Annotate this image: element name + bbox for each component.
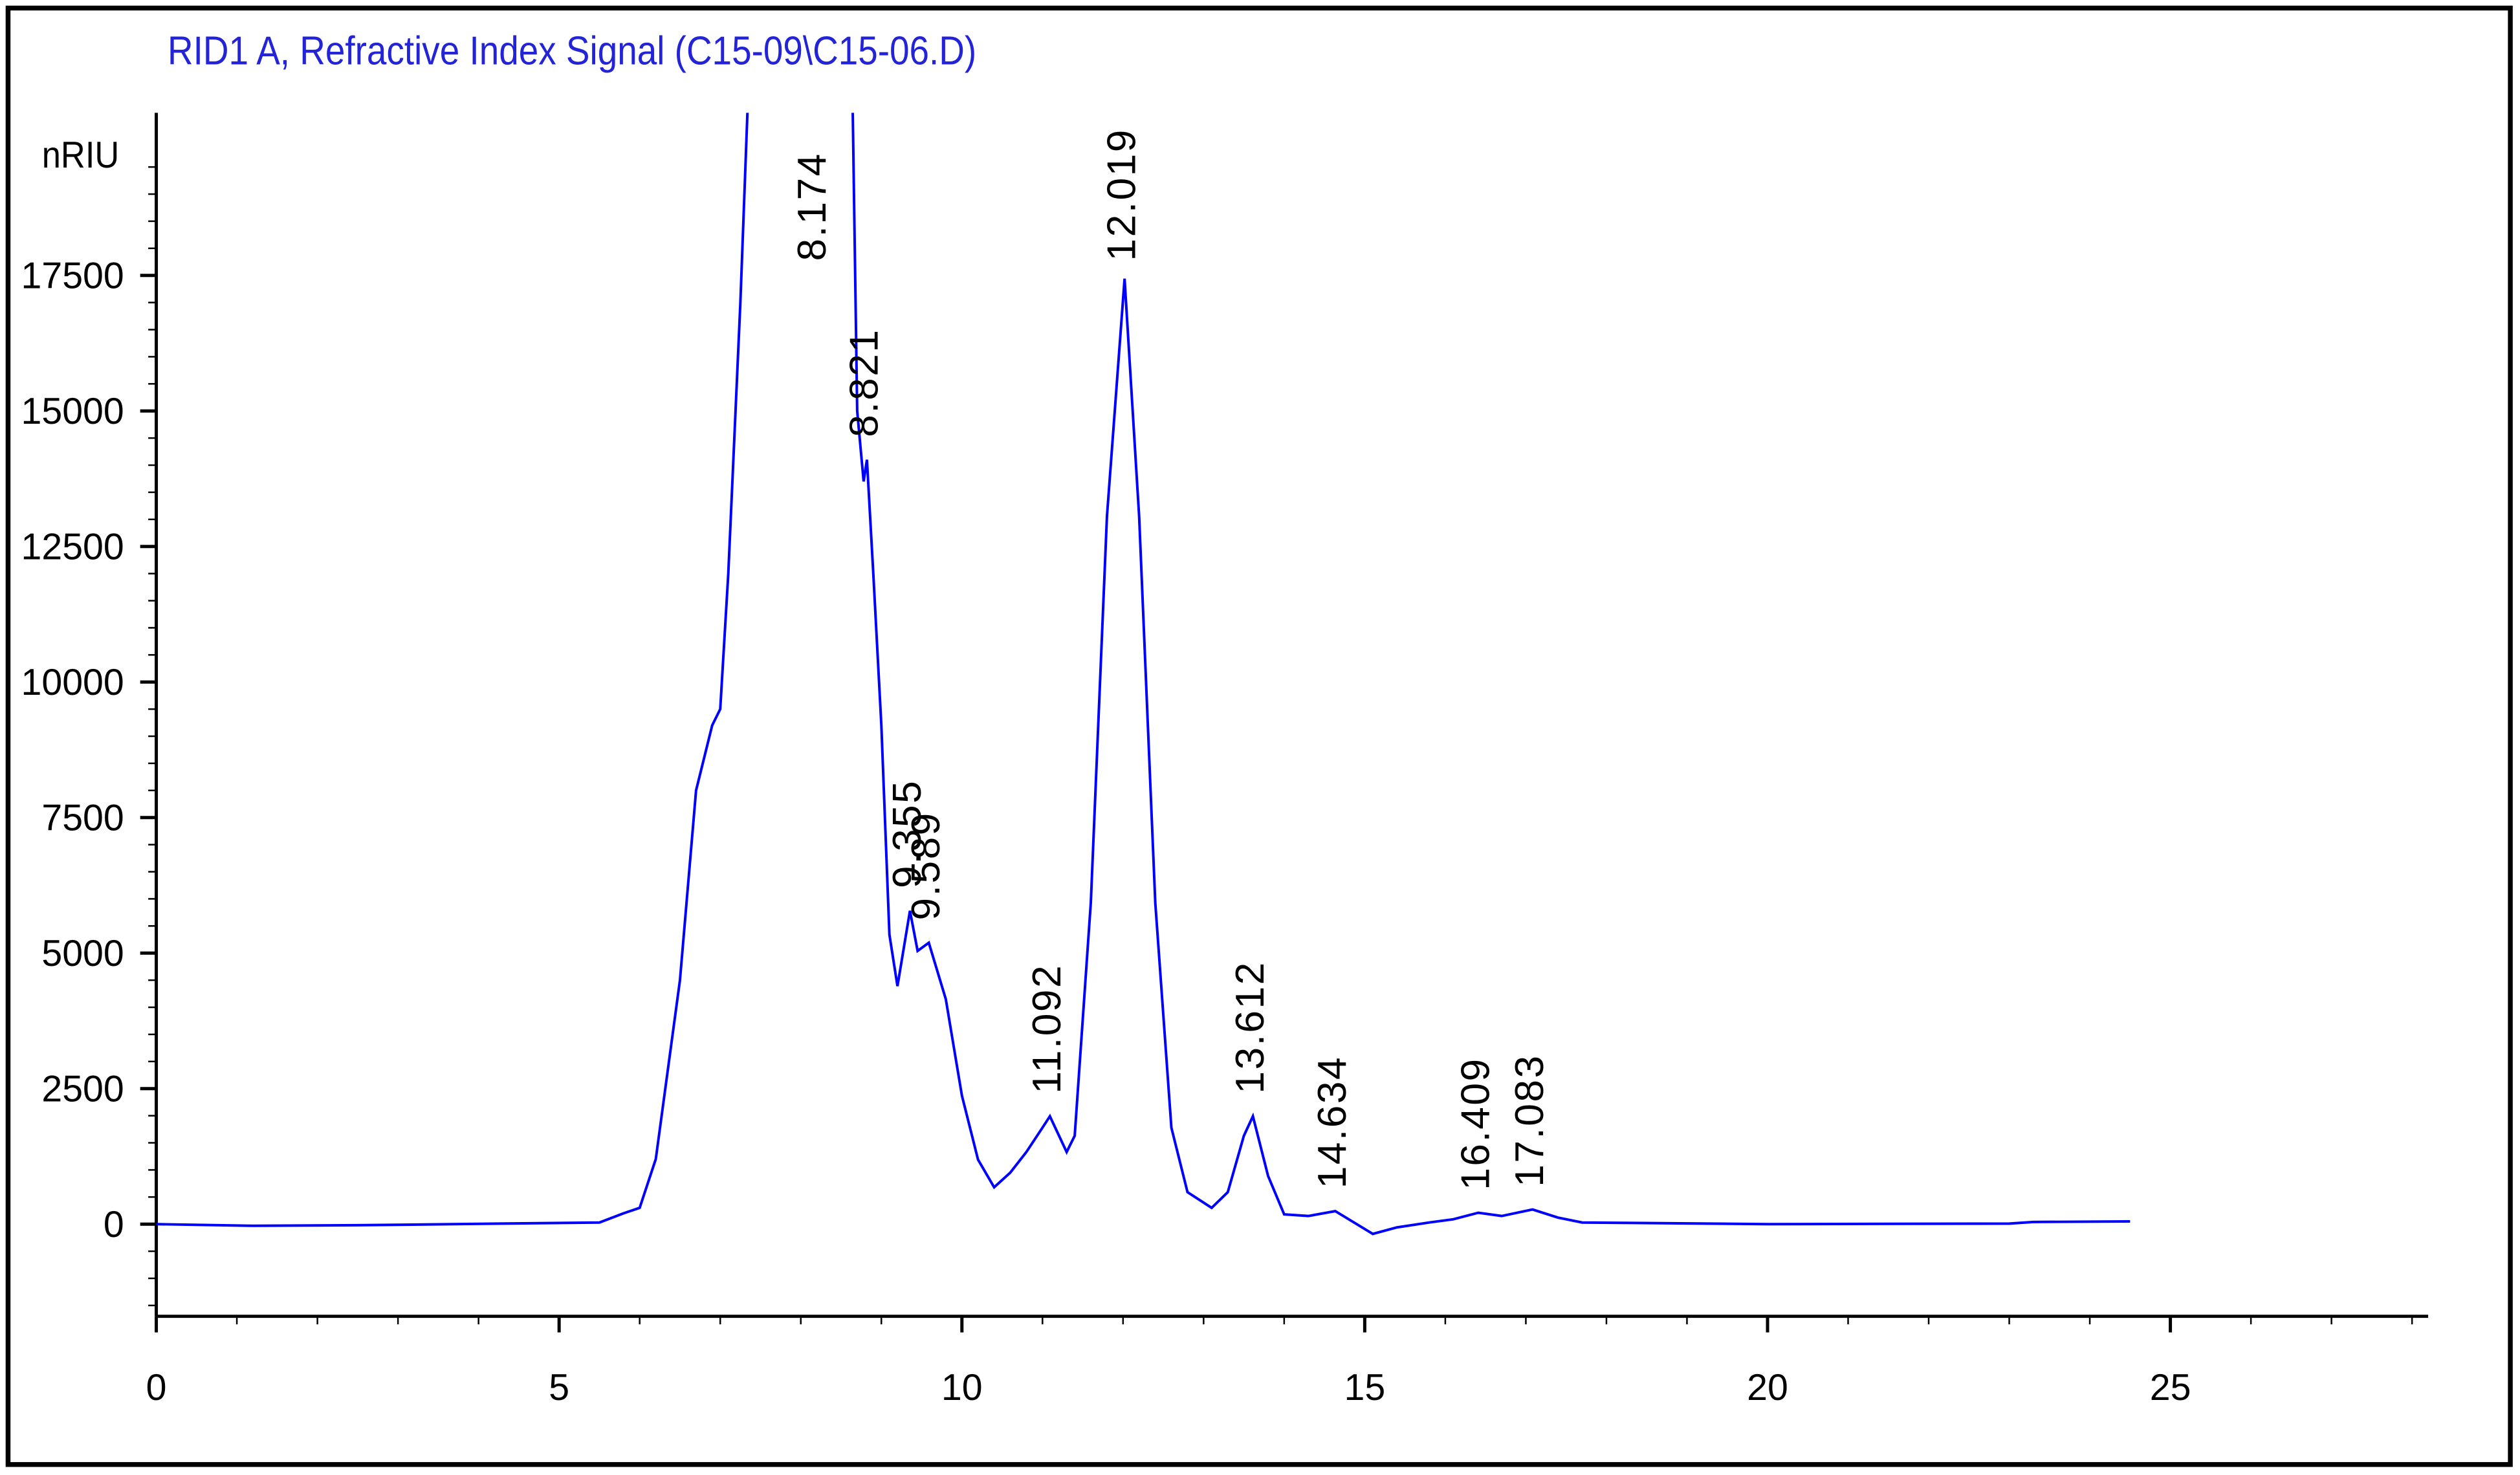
y-tick-label: 5000 (41, 933, 124, 974)
plot-area (156, 113, 2131, 1236)
x-tick-label: 5 (549, 1367, 569, 1408)
y-tick-label: 0 (104, 1204, 124, 1245)
y-tick-label: 7500 (41, 798, 124, 839)
x-tick-label: 0 (146, 1367, 167, 1408)
y-tick-label: 17500 (21, 256, 124, 297)
peak-label: 16.409 (1453, 1057, 1498, 1190)
x-tick-label: 20 (1747, 1367, 1788, 1408)
y-tick-label: 2500 (41, 1069, 124, 1110)
peak-label: 8.821 (842, 329, 886, 437)
y-tick-label: 12500 (21, 527, 124, 568)
x-tick-label: 15 (1344, 1367, 1386, 1408)
peak-label: 8.174 (790, 152, 835, 261)
signal-line (156, 113, 2131, 1236)
chart-title: RID1 A, Refractive Index Signal (C15-09\… (168, 29, 976, 74)
x-tick-label: 25 (2150, 1367, 2191, 1408)
peak-label: 13.612 (1228, 961, 1273, 1093)
y-tick-label: 15000 (21, 391, 124, 432)
peak-label: 17.083 (1507, 1054, 1552, 1186)
peak-label: 11.092 (1025, 964, 1069, 1094)
frame (5, 5, 2513, 1467)
y-axis-label: nRIU (42, 135, 120, 176)
peak-label: 9.355 (885, 780, 930, 888)
peak-label: 14.634 (1310, 1056, 1355, 1188)
peak-label: 12.019 (1100, 128, 1145, 261)
y-tick-label: 10000 (21, 662, 124, 703)
x-tick-label: 10 (941, 1367, 983, 1408)
peak-label: 9.589 (904, 811, 948, 920)
